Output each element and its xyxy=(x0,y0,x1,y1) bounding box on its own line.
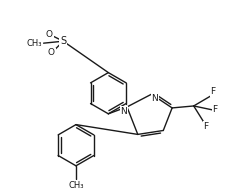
Text: CH₃: CH₃ xyxy=(68,180,83,189)
Text: F: F xyxy=(203,122,208,131)
Text: F: F xyxy=(210,87,215,96)
Text: N: N xyxy=(151,94,158,103)
Text: O: O xyxy=(48,49,55,57)
Text: F: F xyxy=(211,105,217,114)
Text: S: S xyxy=(60,36,66,46)
Text: N: N xyxy=(120,107,127,116)
Text: O: O xyxy=(46,30,53,39)
Text: CH₃: CH₃ xyxy=(26,39,42,48)
